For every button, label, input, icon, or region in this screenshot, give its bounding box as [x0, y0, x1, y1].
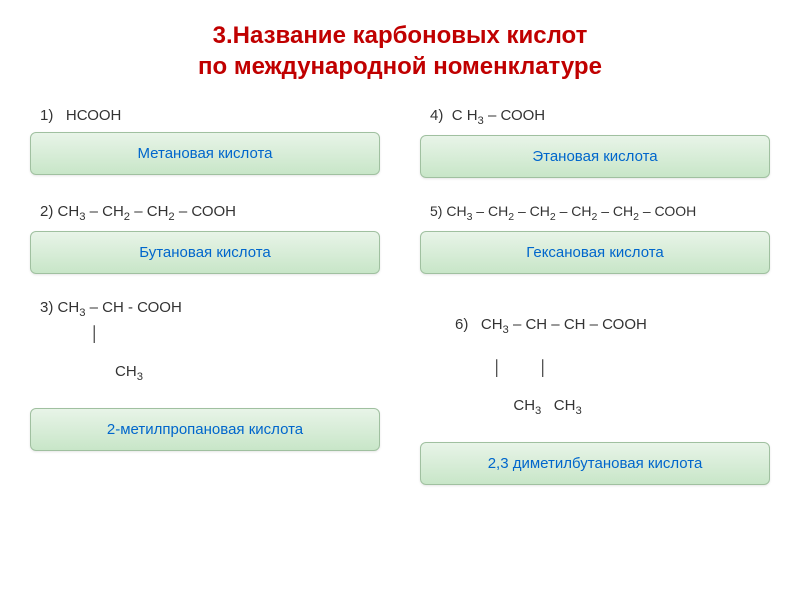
- branch-6: СН3 СН3: [420, 379, 770, 437]
- answer-box-1: Метановая кислота: [30, 132, 380, 175]
- answer-box-6: 2,3 диметилбутановая кислота: [420, 442, 770, 485]
- answer-box-4: Этановая кислота: [420, 135, 770, 178]
- branch-3: СН3: [30, 345, 380, 403]
- formula-4: 4) С Н3 – СООН: [420, 107, 770, 127]
- content-grid: 1) НСООН Метановая кислота 4) С Н3 – СОО…: [30, 107, 770, 495]
- item-1: 1) НСООН Метановая кислота: [30, 107, 380, 178]
- formula-3: 3) СН3 – СН - СООН: [30, 299, 380, 319]
- branch-3-line: ׀: [30, 327, 380, 345]
- slide-title: 3.Название карбоновых кислот по междунар…: [30, 20, 770, 82]
- branch-6-line: ׀ ׀: [420, 361, 770, 379]
- answer-box-5: Гексановая кислота: [420, 231, 770, 274]
- item-4: 4) С Н3 – СООН Этановая кислота: [420, 107, 770, 178]
- answer-box-2: Бутановая кислота: [30, 231, 380, 274]
- answer-box-3: 2-метилпропановая кислота: [30, 408, 380, 451]
- formula-6: 6) СН3 – СН – СН – СООН: [420, 299, 770, 353]
- item-3: 3) СН3 – СН - СООН ׀ СН3 2-метилпропанов…: [30, 299, 380, 485]
- formula-1: 1) НСООН: [30, 107, 380, 124]
- item-2: 2) СН3 – СН2 – СН2 – СООН Бутановая кисл…: [30, 203, 380, 274]
- formula-2: 2) СН3 – СН2 – СН2 – СООН: [30, 203, 380, 223]
- formula-5: 5) СН3 – СН2 – СН2 – СН2 – СН2 – СООН: [420, 203, 770, 223]
- item-5: 5) СН3 – СН2 – СН2 – СН2 – СН2 – СООН Ге…: [420, 203, 770, 274]
- item-6: 6) СН3 – СН – СН – СООН ׀ ׀ СН3 СН3 2,3 …: [420, 299, 770, 485]
